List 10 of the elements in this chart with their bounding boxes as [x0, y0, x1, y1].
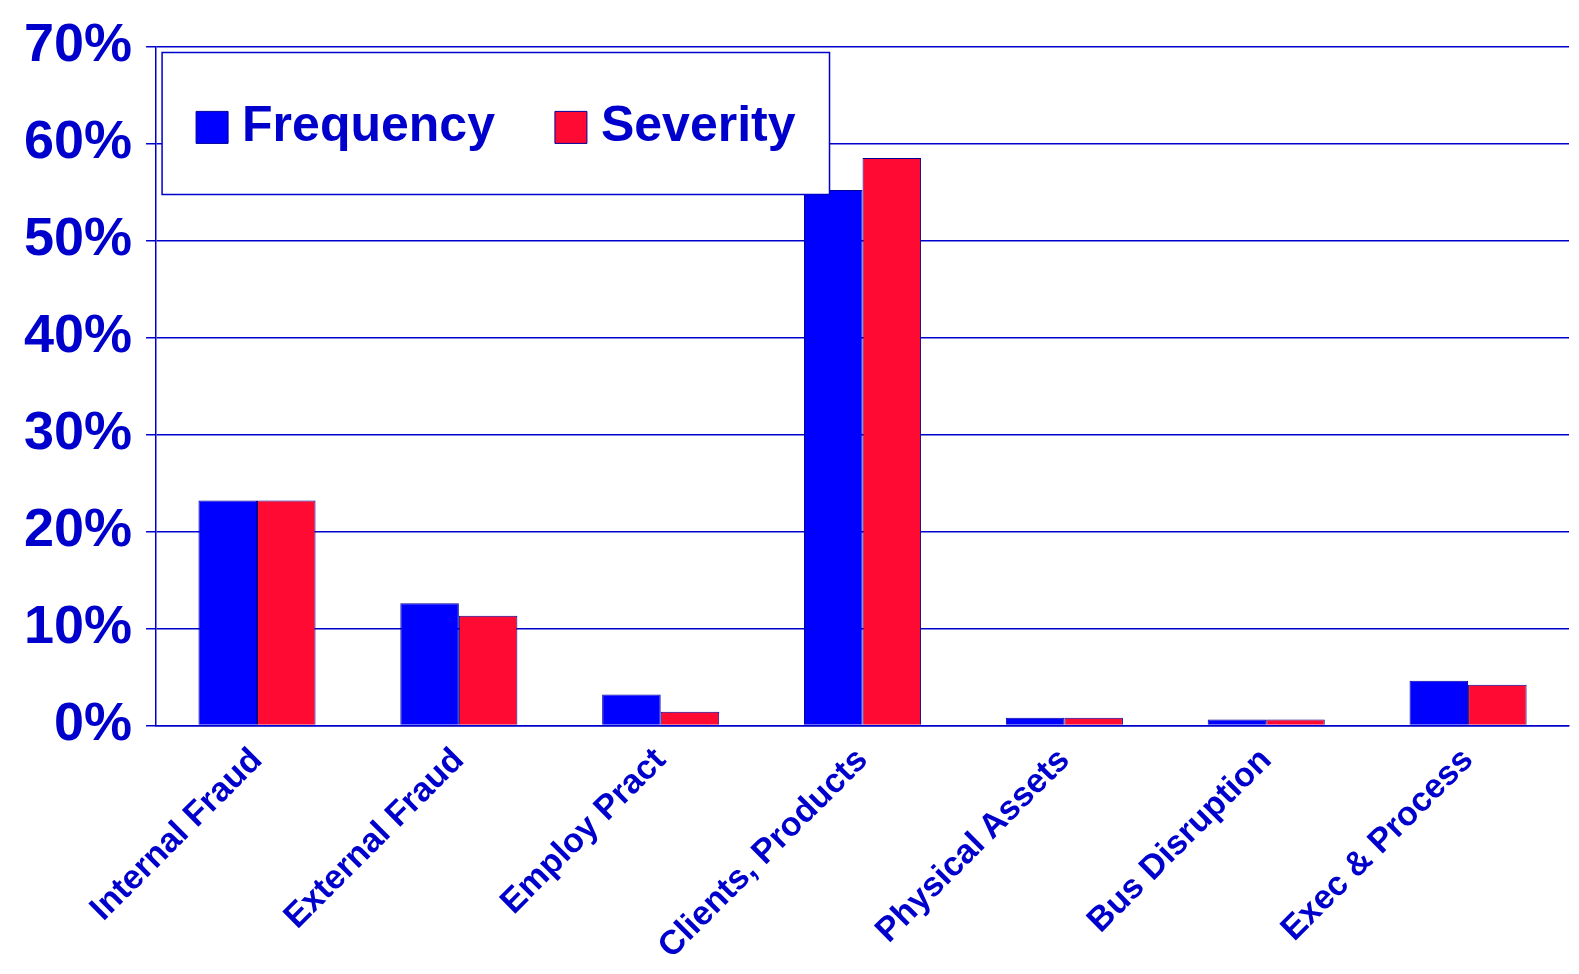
- y-tick-label: 60%: [23, 109, 133, 170]
- y-tick-label: 50%: [23, 206, 133, 267]
- y-tick-label: 10%: [23, 594, 133, 655]
- y-tick-label: 70%: [23, 12, 133, 73]
- y-tick-label: 40%: [23, 303, 133, 364]
- y-tick-label: 0%: [54, 691, 133, 752]
- y-tick-label: 20%: [23, 497, 133, 558]
- y-tick-label: 30%: [23, 400, 133, 461]
- legend-label: Frequency: [242, 96, 496, 153]
- legend-label: Severity: [600, 96, 796, 153]
